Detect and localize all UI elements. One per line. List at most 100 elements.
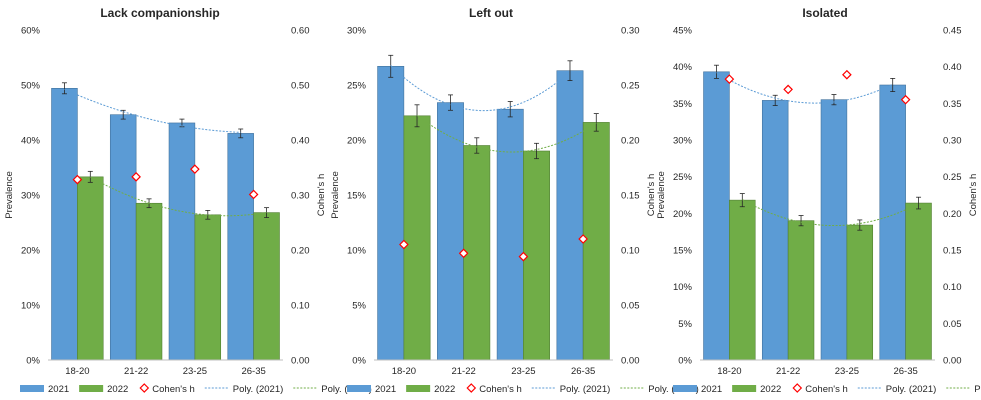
cohens-h-marker bbox=[72, 174, 83, 185]
y2-tick-label: 0.25 bbox=[943, 172, 962, 183]
legend-item: Poly. (2021) bbox=[531, 384, 610, 395]
x-tick-label: 21-22 bbox=[451, 366, 475, 377]
cohens-h-marker bbox=[190, 164, 200, 174]
cohens-h-marker bbox=[783, 84, 793, 95]
legend-item: Poly. (2021) bbox=[857, 384, 937, 395]
cohens-h-marker bbox=[724, 74, 735, 84]
legend-item: Poly. (2022) bbox=[293, 384, 372, 395]
bar-2021 bbox=[109, 114, 137, 361]
legend-marker bbox=[792, 383, 803, 393]
legend-marker bbox=[466, 383, 477, 393]
legend-item: Poly. (2021) bbox=[204, 384, 283, 395]
y2-tick-label: 0.30 bbox=[291, 191, 310, 202]
y-tick-label: 20% bbox=[347, 136, 367, 147]
error-bar bbox=[890, 78, 896, 92]
y2-axis-title: Cohen's h bbox=[316, 174, 327, 216]
y-tick-label: 30% bbox=[347, 26, 367, 37]
y2-tick-label: 0.35 bbox=[943, 99, 962, 110]
bar-2021 bbox=[703, 71, 730, 361]
legend-swatch bbox=[20, 385, 44, 392]
error-bar bbox=[567, 60, 573, 81]
y-tick-label: 0% bbox=[26, 356, 40, 367]
y-tick-label: 35% bbox=[673, 99, 693, 110]
y-tick-label: 20% bbox=[673, 209, 693, 220]
cohens-h-marker bbox=[842, 69, 852, 80]
y2-tick-label: 0.30 bbox=[621, 26, 640, 37]
error-bar bbox=[120, 109, 126, 120]
y2-tick-label: 0.50 bbox=[291, 81, 310, 92]
error-bar bbox=[507, 101, 513, 118]
error-bar bbox=[798, 215, 804, 227]
cohens-h-marker bbox=[518, 251, 529, 262]
error-bar bbox=[593, 113, 599, 132]
x-tick-label: 23-25 bbox=[835, 366, 859, 377]
legend-item: 2021 bbox=[20, 384, 69, 395]
y2-tick-label: 0.45 bbox=[943, 26, 962, 37]
cohens-h-marker bbox=[578, 234, 588, 244]
y-axis-title: Prevalence bbox=[330, 171, 341, 219]
trendline-2022 bbox=[742, 199, 919, 227]
bar-2022 bbox=[403, 115, 431, 361]
bar-2022 bbox=[135, 202, 163, 361]
x-tick-label: 21-22 bbox=[124, 366, 148, 377]
y-tick-label: 25% bbox=[673, 172, 693, 183]
y2-tick-label: 0.10 bbox=[621, 246, 640, 257]
bar-2021 bbox=[51, 88, 78, 361]
cohens-h-marker bbox=[900, 94, 911, 105]
y2-tick-label: 0.05 bbox=[621, 301, 640, 312]
legend-label: Poly. (2021) bbox=[886, 384, 937, 395]
y-tick-label: 45% bbox=[673, 26, 693, 37]
bar-2022 bbox=[729, 199, 756, 361]
bar-2022 bbox=[523, 150, 550, 361]
y-tick-label: 60% bbox=[21, 26, 41, 37]
legend-swatch bbox=[673, 385, 697, 392]
legend-label: 2022 bbox=[107, 384, 128, 395]
legend-label: Poly. (2022) bbox=[974, 384, 981, 395]
legend-label: Cohen's h bbox=[805, 384, 847, 395]
y2-tick-label: 0.00 bbox=[943, 356, 962, 367]
legend-swatch bbox=[79, 385, 104, 392]
chart-title: Isolated bbox=[802, 6, 847, 20]
y2-tick-label: 0.00 bbox=[291, 356, 310, 367]
x-tick-label: 23-25 bbox=[511, 366, 535, 377]
error-bar bbox=[534, 142, 540, 160]
y-axis-title: Prevalence bbox=[656, 171, 667, 219]
bar-2022 bbox=[905, 202, 932, 361]
bar-2022 bbox=[194, 214, 222, 361]
error-bar bbox=[713, 64, 719, 79]
trendline-2021 bbox=[64, 88, 241, 133]
x-tick-label: 26-35 bbox=[241, 366, 265, 377]
y-tick-label: 25% bbox=[347, 81, 367, 92]
chart-title: Lack companionship bbox=[100, 6, 219, 20]
legend-item: Cohen's h bbox=[139, 383, 195, 395]
legend-label: 2022 bbox=[760, 384, 781, 395]
y2-tick-label: 0.15 bbox=[943, 246, 962, 257]
x-tick-label: 18-20 bbox=[717, 366, 741, 377]
error-bar bbox=[447, 94, 453, 111]
legend-label: 2021 bbox=[48, 384, 69, 395]
bar-2022 bbox=[787, 220, 815, 361]
bar-2022 bbox=[253, 212, 280, 361]
y2-tick-label: 0.40 bbox=[943, 62, 962, 73]
x-tick-label: 26-35 bbox=[571, 366, 595, 377]
legend-label: 2021 bbox=[375, 384, 396, 395]
bar-2022 bbox=[846, 224, 874, 361]
legend-item: 2022 bbox=[406, 384, 455, 395]
error-bar bbox=[388, 54, 394, 78]
y2-tick-label: 0.20 bbox=[621, 136, 640, 147]
y-tick-label: 15% bbox=[347, 191, 367, 202]
y-tick-label: 10% bbox=[21, 301, 41, 312]
bar-2021 bbox=[377, 66, 405, 361]
y2-tick-label: 0.05 bbox=[943, 319, 962, 330]
legend-group: 2021 2022 Cohen's h Poly. (2021) Poly. (2022… bbox=[20, 383, 372, 395]
bar-2021 bbox=[168, 122, 196, 361]
bar-2021 bbox=[879, 84, 906, 361]
legend-label: Poly. (2022) bbox=[321, 384, 372, 395]
y-tick-label: 0% bbox=[352, 356, 366, 367]
legend-label: 2021 bbox=[701, 384, 722, 395]
y2-tick-label: 0.25 bbox=[621, 81, 640, 92]
legend-item: 2022 bbox=[79, 384, 128, 395]
bar-2022 bbox=[77, 176, 104, 361]
bar-2021 bbox=[820, 99, 848, 361]
